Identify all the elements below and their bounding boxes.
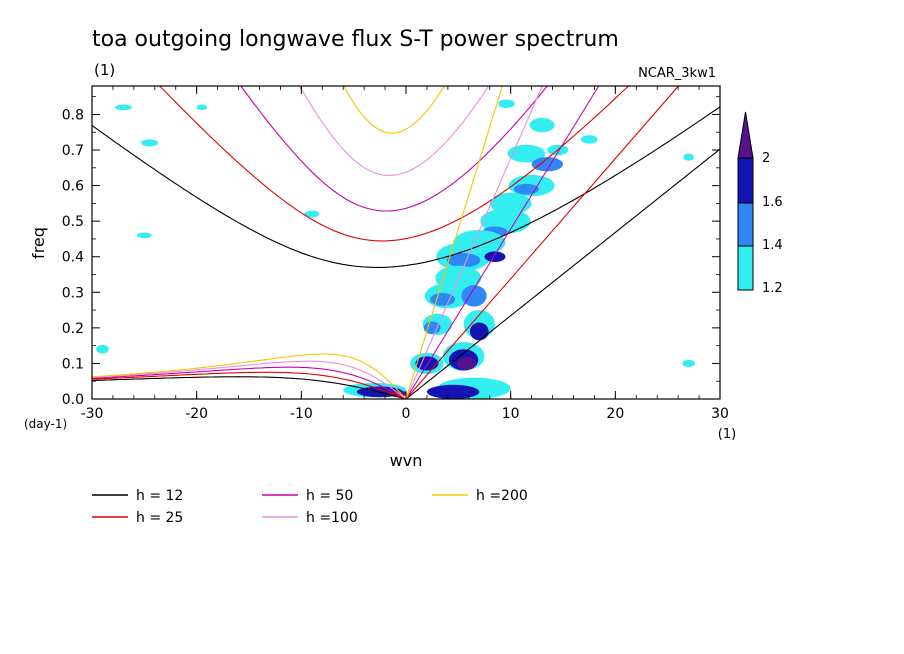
y-tick-label-8: 0.8 [62, 107, 84, 123]
inertia-gravity-wave-h50 [240, 86, 549, 212]
contour-region-1 [529, 118, 555, 133]
x-tick-label-5: 20 [606, 406, 624, 422]
contour-region-12 [446, 253, 481, 268]
inertia-gravity-wave-h25 [158, 86, 630, 242]
inertia-gravity-wave-h12 [92, 106, 720, 268]
contour-region-39 [96, 344, 109, 354]
chart-subtitle-right: NCAR_3kw1 [638, 66, 716, 81]
kelvin-wave-h200 [405, 86, 503, 399]
contour-layer [96, 99, 695, 399]
contour-region-3 [531, 157, 563, 172]
x-tick-label-6: 30 [711, 406, 729, 422]
inertia-gravity-wave-h100 [298, 86, 490, 176]
contour-region-7 [489, 192, 532, 215]
y-unit-label: (day-1) [24, 417, 67, 431]
colorbar-segment-0 [737, 157, 754, 204]
series-50-curves [92, 86, 600, 399]
y-axis-label: freq [29, 227, 48, 259]
contour-region-40 [682, 359, 695, 367]
contour-region-21 [469, 322, 489, 341]
dispersion-curves [92, 86, 720, 399]
x-unit-label: (1) [718, 427, 736, 442]
x-tick-label-2: -10 [290, 406, 313, 422]
contour-region-0 [498, 99, 515, 109]
y-tick-label-0: 0.0 [62, 392, 84, 408]
y-tick-label-4: 0.4 [62, 250, 84, 266]
contour-region-35 [196, 104, 208, 111]
colorbar-label-0: 1.2 [762, 281, 783, 296]
x-tick-label-0: -30 [81, 406, 104, 422]
rossby-wave-h50 [92, 366, 407, 399]
kelvin-wave-h12 [405, 148, 720, 399]
legend-label-2: h = 50 [306, 488, 353, 504]
contour-region-13 [484, 251, 506, 263]
y-tick-label-7: 0.7 [62, 143, 84, 159]
x-axis-label: wvn [390, 451, 423, 470]
contour-region-23 [415, 356, 439, 371]
x-tick-label-4: 10 [502, 406, 520, 422]
legend-label-1: h = 25 [136, 510, 183, 526]
contour-region-33 [141, 139, 158, 147]
colorbar-label-2: 1.6 [762, 195, 783, 210]
y-tick-label-1: 0.1 [62, 356, 84, 372]
series-12-curves [92, 106, 720, 399]
contour-region-36 [304, 210, 320, 218]
series-200-curves [92, 86, 503, 399]
colorbar-label-3: 2 [762, 151, 770, 166]
colorbar-segment-1 [737, 202, 754, 247]
inertia-gravity-wave-h200 [343, 86, 446, 134]
colorbar-top-triangle [737, 111, 754, 159]
legend-label-0: h = 12 [136, 488, 183, 504]
y-tick-label-3: 0.3 [62, 285, 84, 301]
contour-region-16 [430, 293, 456, 306]
colorbar-segment-2 [737, 245, 754, 291]
colorbar-label-1: 1.4 [762, 238, 783, 253]
y-tick-label-6: 0.6 [62, 179, 84, 195]
contour-region-19 [423, 321, 441, 335]
rossby-wave-h25 [92, 371, 407, 399]
contour-region-6 [513, 183, 539, 195]
plot-frame [91, 85, 721, 400]
contour-region-2 [507, 144, 546, 163]
rossby-wave-h200 [92, 353, 407, 399]
chart-title: toa outgoing longwave flux S-T power spe… [92, 27, 619, 52]
contour-region-17 [461, 285, 487, 307]
contour-region-26 [457, 357, 477, 370]
y-axis: 0.0 0.1 0.2 0.3 0.4 0.5 0.6 0.7 0.8 [62, 96, 720, 408]
kelvin-wave-h25 [405, 86, 680, 399]
rossby-wave-h12 [92, 376, 407, 399]
series-25-curves [92, 86, 680, 399]
x-tick-label-1: -20 [185, 406, 208, 422]
legend-label-3: h =100 [306, 510, 358, 526]
legend: h = 12 h = 25 h = 50 h =100 h =200 [92, 488, 528, 526]
rossby-wave-h100 [92, 360, 407, 399]
contour-region-37 [580, 135, 598, 144]
colorbar: 1.2 1.4 1.6 2 [737, 111, 783, 296]
contour-region-38 [683, 153, 694, 161]
y-tick-label-2: 0.2 [62, 321, 84, 337]
x-axis: -30 -20 -10 0 10 20 30 [81, 86, 729, 422]
y-tick-label-5: 0.5 [62, 214, 84, 230]
contour-region-28 [426, 384, 480, 399]
legend-label-4: h =200 [476, 488, 528, 504]
kelvin-wave-h100 [405, 86, 543, 399]
x-tick-label-3: 0 [402, 406, 411, 422]
contour-region-32 [115, 104, 132, 111]
contour-region-34 [137, 232, 152, 239]
kelvin-wave-h50 [405, 86, 600, 399]
chart-subtitle-left: (1) [94, 61, 115, 79]
series-100-curves [92, 86, 543, 399]
